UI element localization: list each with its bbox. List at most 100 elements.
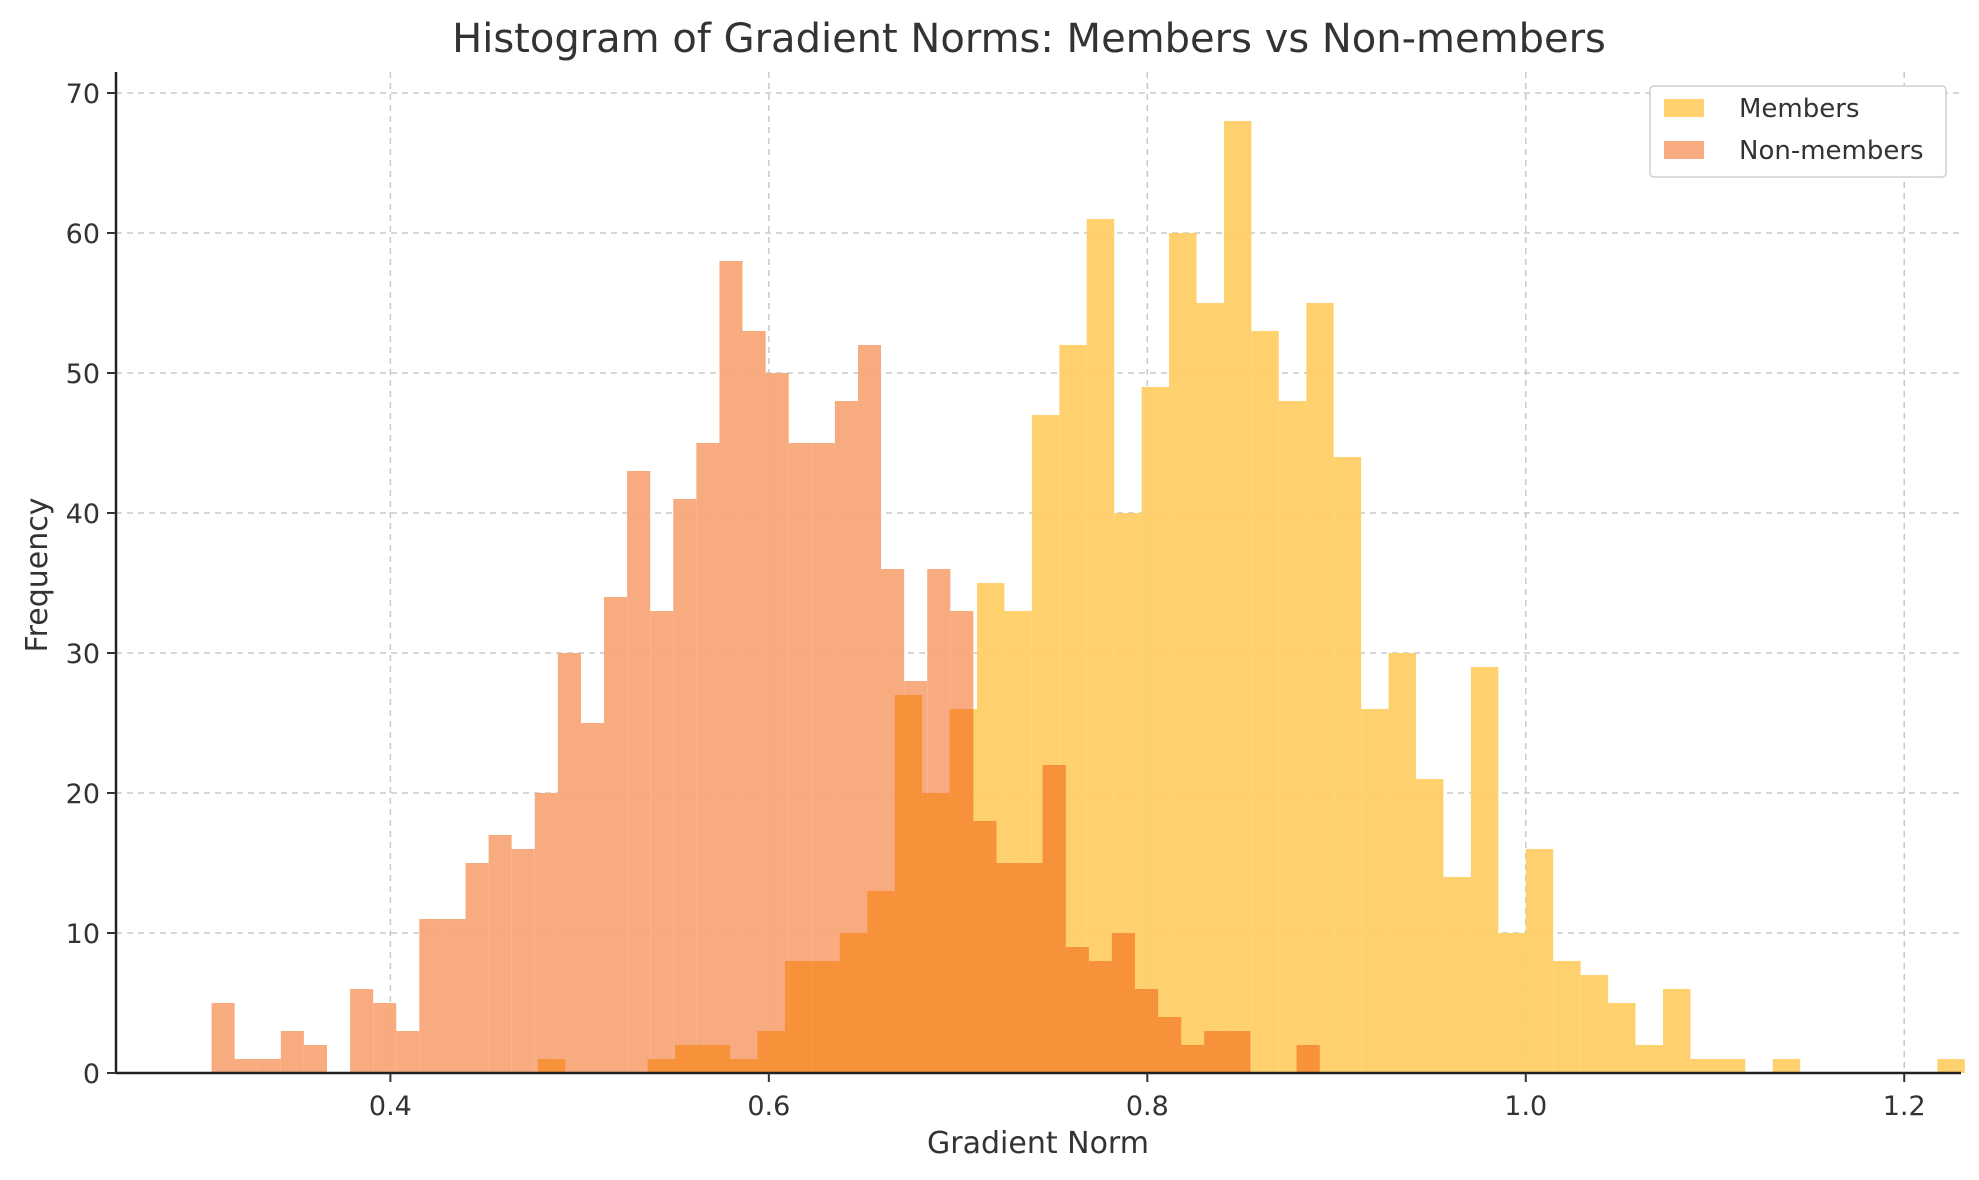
bar-overlap [673, 1059, 676, 1073]
bar-overlap [557, 1059, 566, 1073]
bar-non-members [765, 373, 789, 1073]
bar-non-members [580, 723, 605, 1073]
y-tick-label: 40 [66, 499, 100, 530]
bar-members [1525, 849, 1554, 1073]
bar-overlap [1158, 1017, 1170, 1073]
bar-members [1251, 331, 1279, 1073]
bar-non-members [350, 989, 374, 1073]
bar-members [1553, 961, 1581, 1073]
bar-members [1388, 653, 1417, 1073]
bar-overlap [1169, 1017, 1182, 1073]
bar-non-members [396, 1031, 420, 1073]
bar-overlap [977, 821, 997, 1073]
bar-overlap [834, 961, 840, 1073]
bar-overlap [1135, 989, 1142, 1073]
bar-members [1662, 989, 1691, 1073]
bar-non-members [465, 863, 489, 1073]
bar-overlap [1059, 765, 1066, 1073]
bar-non-members [811, 443, 835, 1073]
bar-non-members [373, 1003, 397, 1073]
y-axis-label: Frequency [20, 498, 55, 653]
x-tick-label: 0.4 [369, 1091, 412, 1122]
bar-overlap [675, 1045, 697, 1073]
legend-label-members: Members [1739, 94, 1860, 124]
bar-overlap [881, 891, 895, 1073]
x-axis-label: Gradient Norm [927, 1126, 1149, 1161]
bar-non-members [234, 1059, 258, 1073]
bar-members [1608, 1003, 1636, 1073]
bar-non-members [511, 849, 535, 1073]
bar-non-members [742, 331, 766, 1073]
bar-overlap [996, 863, 1005, 1073]
y-tick-label: 60 [66, 219, 100, 250]
x-tick-label: 0.8 [1126, 1091, 1169, 1122]
bar-members [1306, 303, 1334, 1073]
bar-members [1635, 1045, 1663, 1073]
overlap-bars [537, 695, 1320, 1073]
bar-non-members [419, 919, 443, 1073]
bar-overlap [904, 695, 923, 1073]
bar-members [1443, 877, 1471, 1073]
y-ticks: 0 10 20 30 40 50 60 70 [66, 79, 116, 1090]
bar-non-members [257, 1059, 281, 1073]
bar-overlap [839, 933, 858, 1073]
bar-overlap [1019, 863, 1032, 1073]
bar-overlap [812, 961, 835, 1073]
legend-label-non-members: Non-members [1739, 136, 1924, 166]
bar-overlap [857, 933, 868, 1073]
bar-overlap [1227, 1031, 1251, 1073]
bar-overlap [811, 961, 813, 1073]
x-tick-label: 1.2 [1883, 1091, 1926, 1122]
bar-overlap [1306, 1045, 1320, 1073]
bar-overlap [1088, 961, 1112, 1073]
bar-non-members [303, 1045, 327, 1073]
bar-overlap [1296, 1045, 1307, 1073]
x-ticks: 0.4 0.6 0.8 1.0 1.2 [369, 1073, 1926, 1122]
bar-non-members [604, 597, 628, 1073]
bar-members [1937, 1059, 1965, 1073]
bar-members [1580, 975, 1609, 1073]
bar-overlap [1086, 947, 1089, 1073]
bar-overlap [1141, 989, 1159, 1073]
bar-members [1416, 779, 1444, 1073]
x-tick-label: 1.0 [1504, 1091, 1547, 1122]
bar-non-members [719, 261, 743, 1073]
bar-non-members [211, 1003, 235, 1073]
bar-overlap [757, 1031, 766, 1073]
bar-members [1141, 387, 1170, 1073]
bar-overlap [1031, 863, 1043, 1073]
bar-members [1278, 401, 1307, 1073]
bar-overlap [719, 1045, 731, 1073]
bar-overlap [730, 1059, 743, 1073]
bar-overlap [867, 891, 882, 1073]
bar-non-members [557, 653, 581, 1073]
bar-overlap [788, 961, 812, 1073]
y-tick-label: 20 [66, 779, 100, 810]
bar-non-members [696, 443, 720, 1073]
bar-overlap [1004, 863, 1020, 1073]
x-tick-label: 0.6 [747, 1091, 790, 1122]
legend-swatch-non-members [1664, 141, 1704, 159]
bar-overlap [1111, 933, 1115, 1073]
bar-non-members [534, 793, 558, 1073]
bar-overlap [537, 1059, 558, 1073]
bar-non-members [627, 471, 651, 1073]
bar-overlap [742, 1059, 758, 1073]
bar-members [1690, 1059, 1718, 1073]
bar-non-members [673, 499, 697, 1073]
bar-non-members [834, 401, 858, 1073]
bar-overlap [927, 793, 950, 1073]
y-tick-label: 70 [66, 79, 100, 110]
bar-members [1086, 219, 1115, 1073]
legend-box [1649, 85, 1947, 178]
y-tick-label: 30 [66, 639, 100, 670]
bar-members [1223, 121, 1252, 1073]
bar-overlap [973, 821, 977, 1073]
bar-non-members [280, 1031, 304, 1073]
bar-overlap [1181, 1045, 1197, 1073]
bar-overlap [1196, 1045, 1205, 1073]
bar-overlap [702, 1045, 720, 1073]
bar-members [1361, 709, 1389, 1073]
bar-overlap [647, 1059, 651, 1073]
